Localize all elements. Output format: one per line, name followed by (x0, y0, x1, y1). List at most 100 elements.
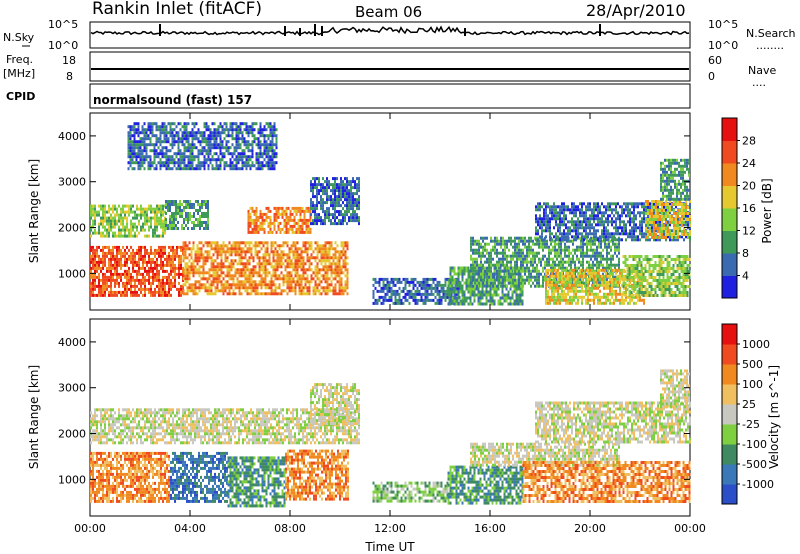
data-cell (579, 289, 581, 293)
data-cell (447, 278, 450, 282)
data-cell (312, 271, 315, 275)
data-cell (252, 283, 255, 287)
data-cell (354, 180, 356, 184)
data-cell (568, 257, 570, 261)
data-cell (144, 213, 146, 217)
data-cell (128, 281, 130, 285)
data-cell (392, 283, 395, 287)
data-cell (591, 268, 593, 272)
data-cell (499, 266, 502, 270)
data-cell (451, 299, 454, 303)
data-cell (184, 271, 187, 275)
data-cell (297, 218, 300, 222)
data-cell (553, 292, 555, 296)
data-cell (273, 227, 276, 231)
data-cell (320, 207, 322, 211)
data-cell (514, 245, 516, 249)
data-cell (314, 283, 317, 287)
data-cell (516, 284, 518, 288)
data-cell (208, 268, 211, 272)
data-cell (453, 293, 456, 297)
data-cell (342, 292, 345, 296)
data-cell (102, 257, 104, 261)
data-cell (340, 222, 342, 226)
data-cell (515, 296, 518, 300)
data-cell (314, 210, 316, 214)
data-cell (154, 225, 156, 229)
data-cell (98, 287, 100, 291)
data-cell (503, 299, 506, 303)
data-cell (342, 286, 345, 290)
data-cell (590, 245, 592, 249)
data-cell (98, 245, 100, 249)
data-cell (116, 293, 118, 297)
data-cell (230, 277, 233, 281)
data-cell (326, 274, 329, 278)
data-cell (566, 254, 568, 258)
data-cell (344, 213, 346, 217)
data-cell (228, 289, 231, 293)
data-cell (526, 248, 528, 252)
data-cell (334, 222, 336, 226)
data-cell (356, 189, 358, 193)
data-cell (196, 244, 199, 248)
data-cell (244, 283, 247, 287)
data-cell (334, 262, 337, 266)
data-cell (197, 200, 199, 203)
data-cell (112, 251, 114, 255)
data-cell (169, 203, 171, 206)
data-cell (424, 286, 427, 290)
data-cell (342, 222, 344, 226)
data-cell (599, 295, 601, 299)
data-cell (573, 298, 575, 302)
data-cell (98, 293, 100, 297)
data-cell (557, 301, 559, 305)
data-cell (148, 269, 150, 273)
data-cell (344, 219, 346, 223)
data-cell (624, 261, 627, 264)
data-cell (418, 283, 421, 287)
data-cell (342, 201, 344, 205)
data-cell (631, 271, 633, 275)
data-cell (162, 266, 164, 270)
data-cell (216, 280, 219, 284)
data-cell (316, 265, 319, 269)
data-cell (297, 221, 300, 225)
data-cell (617, 292, 619, 296)
data-cell (148, 257, 150, 261)
data-cell (340, 280, 343, 284)
data-cell (336, 210, 338, 214)
data-cell (660, 270, 663, 273)
data-cell (196, 256, 199, 260)
data-cell (160, 266, 162, 270)
data-cell (144, 216, 146, 220)
data-cell (472, 236, 474, 240)
data-cell (392, 289, 395, 293)
data-cell (142, 266, 144, 270)
data-cell (553, 301, 555, 305)
data-cell (634, 285, 637, 288)
data-cell (206, 292, 209, 296)
data-cell (576, 245, 578, 249)
data-cell (263, 218, 266, 222)
data-cell (480, 236, 482, 240)
data-cell (304, 280, 307, 284)
data-cell (116, 222, 118, 226)
data-cell (190, 265, 193, 269)
data-cell (108, 278, 110, 282)
data-cell (283, 209, 286, 213)
data-cell (487, 278, 490, 282)
data-cell (535, 226, 537, 230)
data-cell (268, 256, 271, 260)
data-cell (688, 270, 691, 273)
data-cell (589, 277, 591, 281)
data-cell (526, 269, 528, 273)
data-cell (609, 280, 611, 284)
data-cell (640, 255, 643, 258)
data-cell (322, 183, 324, 187)
data-cell (210, 259, 213, 263)
data-cell (90, 245, 92, 249)
data-cell (558, 260, 560, 264)
data-cell (496, 263, 498, 267)
data-cell (218, 265, 221, 269)
